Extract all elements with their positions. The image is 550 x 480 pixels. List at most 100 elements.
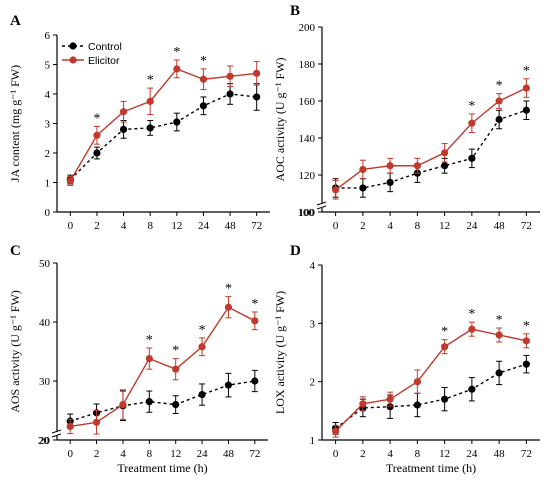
x-tick-label: 8 — [415, 220, 421, 232]
significance-star: * — [468, 99, 475, 114]
series-line-elicitor — [335, 328, 527, 432]
axis-break-mark — [316, 201, 327, 206]
data-point-control — [441, 395, 449, 403]
x-tick-label: 12 — [170, 448, 181, 460]
x-tick-label: 4 — [387, 448, 393, 460]
significance-star: * — [523, 64, 530, 79]
series-line-control — [335, 363, 527, 429]
x-tick-label: 72 — [521, 448, 532, 460]
data-point-control — [495, 369, 503, 377]
data-point-elicitor — [413, 378, 421, 386]
x-tick-label: 0 — [68, 220, 74, 232]
data-point-control — [226, 90, 234, 98]
legend-label-elicitor: Elicitor — [88, 55, 120, 67]
data-point-control — [224, 381, 233, 389]
data-point-elicitor — [413, 162, 421, 170]
data-point-control — [468, 385, 476, 393]
x-tick-label: 48 — [225, 220, 237, 232]
y-tick-label: 30 — [39, 376, 51, 388]
data-point-elicitor — [198, 343, 206, 351]
significance-star: * — [172, 344, 179, 359]
x-tick-label: 72 — [251, 220, 262, 232]
x-tick-label: 4 — [121, 220, 127, 232]
y-tick-label: 2 — [310, 377, 316, 389]
data-point-control — [251, 377, 259, 385]
y-tick-label: 3 — [310, 318, 316, 330]
panel-letter: B — [290, 3, 300, 19]
data-point-elicitor — [386, 162, 394, 170]
x-tick-label: 24 — [198, 220, 210, 232]
x-tick-label: 2 — [94, 448, 100, 460]
x-tick-label: 24 — [197, 448, 209, 460]
data-point-elicitor — [332, 427, 340, 435]
data-point-elicitor — [119, 108, 128, 116]
y-tick-label: 200 — [299, 22, 316, 34]
significance-star: * — [468, 307, 475, 322]
significance-star: * — [200, 54, 207, 69]
y-tick-label: 50 — [39, 258, 51, 270]
x-axis-label: Treatment time (h) — [117, 461, 207, 475]
data-point-control — [495, 115, 503, 124]
y-tick-label: 2 — [45, 148, 51, 160]
data-point-elicitor — [66, 422, 74, 431]
axis-break-mark — [51, 429, 62, 434]
axis-break-gap — [317, 203, 327, 208]
data-point-control — [199, 102, 208, 110]
series-line-control — [69, 380, 255, 422]
x-tick-label: 72 — [521, 220, 532, 232]
data-point-elicitor — [173, 65, 181, 73]
x-tick-label: 4 — [387, 220, 393, 232]
x-tick-label: 0 — [333, 220, 339, 232]
significance-star: * — [523, 319, 530, 334]
data-point-control — [413, 401, 421, 409]
data-point-elicitor — [251, 317, 259, 325]
x-tick-label: 12 — [439, 220, 450, 232]
legend-label-control: Control — [88, 41, 122, 53]
significance-star: * — [199, 323, 206, 338]
significance-star: * — [251, 297, 258, 312]
y-tick-label: 160 — [299, 96, 316, 108]
x-tick-label: 8 — [147, 448, 153, 460]
y-tick-label-break: 100 — [298, 207, 315, 219]
series-line-control — [335, 109, 527, 189]
significance-star: * — [173, 45, 180, 60]
x-tick-label: 0 — [333, 448, 339, 460]
x-tick-label: 48 — [494, 220, 506, 232]
significance-star: * — [146, 333, 153, 348]
y-tick-label: 4 — [310, 260, 316, 272]
significance-star: * — [496, 313, 503, 328]
data-point-control — [253, 93, 261, 101]
y-tick-label: 5 — [45, 60, 51, 72]
panel-letter: C — [10, 243, 21, 259]
panel-letter: A — [10, 13, 21, 29]
data-point-control — [386, 178, 394, 186]
data-point-elicitor — [386, 395, 394, 403]
y-tick-label: 120 — [299, 170, 316, 182]
panel-letter: D — [290, 243, 301, 259]
y-axis-label: JA content (mg g⁻¹ FW) — [8, 65, 22, 182]
data-point-elicitor — [199, 75, 208, 83]
x-tick-label: 4 — [120, 448, 126, 460]
data-point-control — [522, 106, 530, 114]
data-point-control — [172, 401, 180, 409]
axis-break-mark — [316, 205, 327, 210]
data-point-elicitor — [441, 343, 449, 351]
data-point-elicitor — [441, 149, 449, 157]
axis-break-gap — [52, 431, 62, 436]
y-tick-label: 20 — [39, 435, 51, 447]
x-tick-label: 8 — [415, 448, 421, 460]
data-point-control — [198, 390, 206, 399]
y-tick-label: 1 — [310, 435, 316, 447]
significance-star: * — [225, 282, 232, 297]
series-line-elicitor — [335, 87, 527, 191]
data-point-elicitor — [119, 401, 127, 409]
data-point-control — [173, 118, 181, 126]
significance-star: * — [93, 111, 100, 126]
data-point-elicitor — [468, 325, 476, 333]
y-tick-label: 3 — [45, 119, 51, 131]
series-line-elicitor — [70, 306, 256, 428]
data-point-control — [119, 125, 128, 133]
